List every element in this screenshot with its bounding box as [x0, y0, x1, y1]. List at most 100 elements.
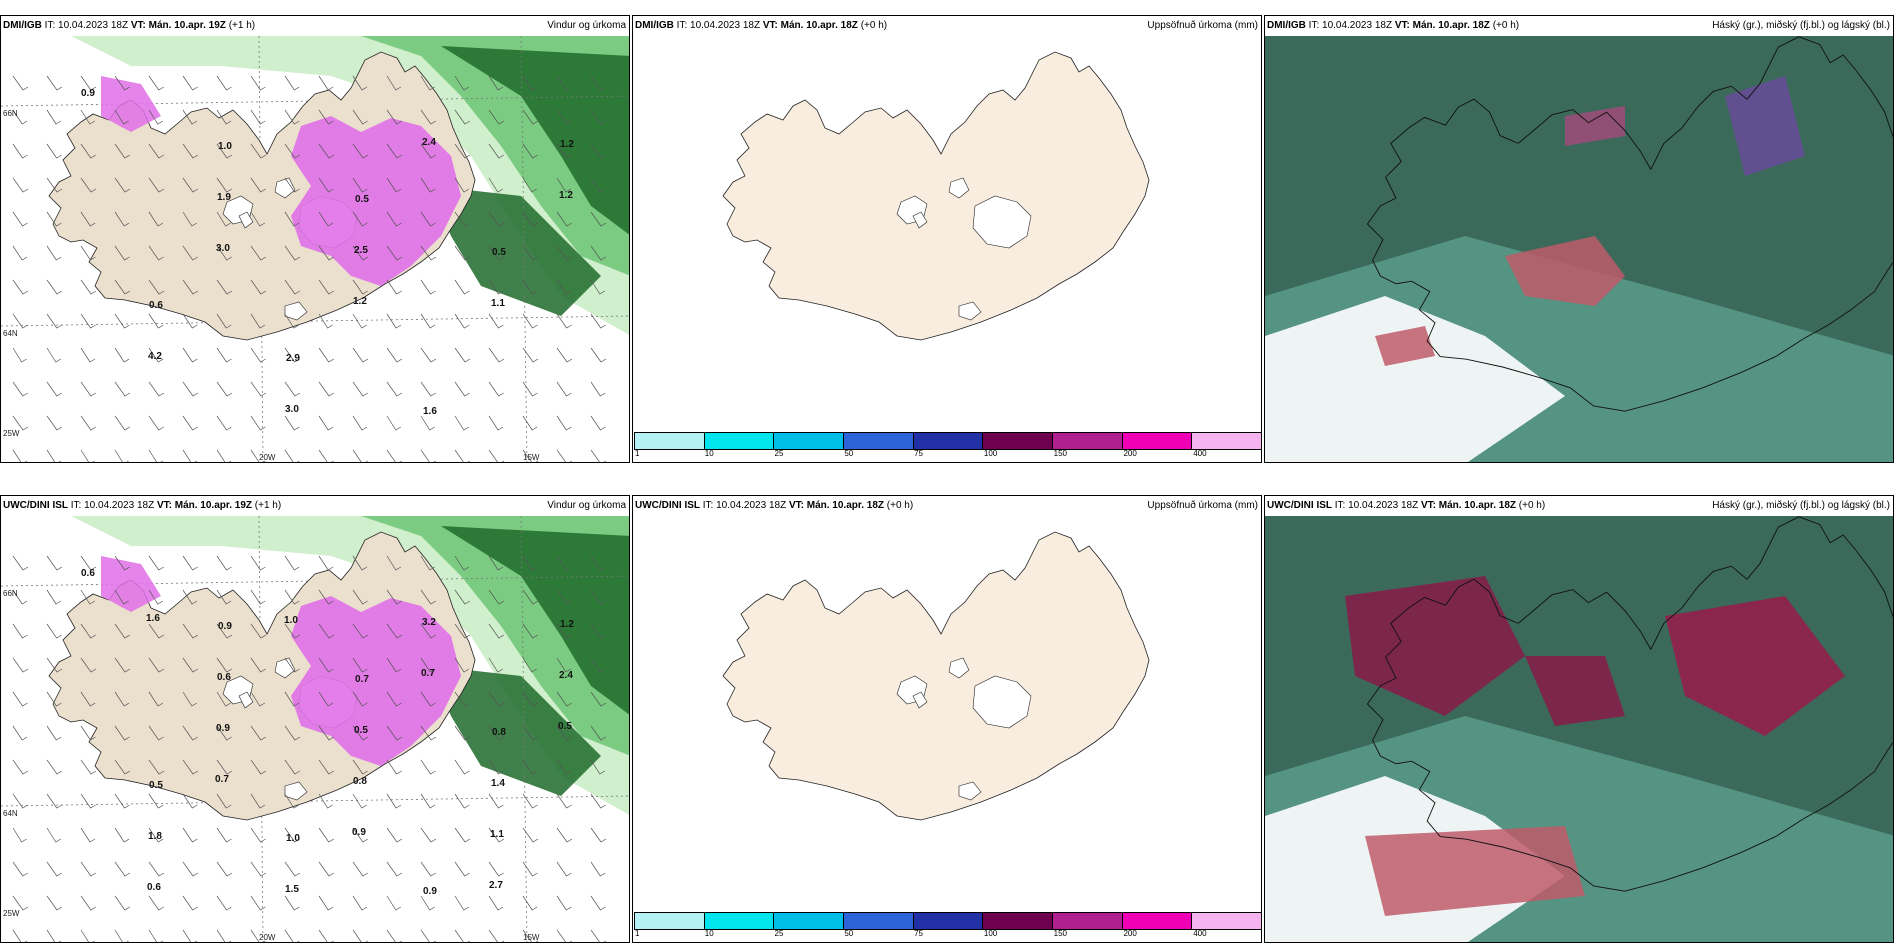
wind-barb — [250, 929, 266, 942]
wind-barb — [386, 827, 403, 843]
panel-title: Háský (gr.), miðský (fj.bl.) og lágský (… — [1712, 500, 1890, 511]
wind-barb — [420, 109, 436, 125]
wind-barb — [80, 279, 97, 295]
wind-barb — [556, 691, 573, 707]
wind-barb — [216, 449, 232, 462]
wind-barb — [522, 313, 538, 329]
wind-barb — [182, 279, 199, 295]
legend-swatch — [1122, 433, 1193, 449]
wind-barb — [114, 381, 131, 397]
wind-barb — [590, 929, 607, 942]
wind-barb — [590, 143, 606, 159]
wind-barb — [12, 623, 28, 639]
precip-value-label: 3.0 — [216, 243, 230, 254]
wind-barb — [420, 381, 436, 397]
wind-barb — [80, 415, 97, 431]
wind-barb — [522, 725, 539, 741]
precip-value-label: 1.5 — [285, 884, 299, 895]
wind-barb — [46, 725, 62, 741]
wind-barb — [284, 691, 300, 707]
wind-barb — [46, 279, 63, 295]
wind-barb — [148, 347, 164, 363]
precip-band — [441, 526, 629, 715]
longitude-label: 15W — [523, 933, 540, 942]
wind-barb — [386, 75, 402, 91]
wind-barb — [114, 589, 129, 605]
wind-barb — [386, 691, 402, 707]
wind-barb — [420, 415, 435, 431]
legend-tick-label: 150 — [1053, 449, 1068, 458]
wind-barb — [182, 143, 199, 159]
wind-barb — [318, 759, 334, 775]
wind-barb — [556, 861, 572, 877]
wind-barb — [352, 861, 369, 877]
wind-barb — [216, 589, 232, 605]
legend-swatch — [635, 913, 705, 929]
wind-barb — [488, 827, 505, 843]
wind-barb — [318, 725, 335, 741]
wind-barb — [352, 793, 368, 809]
legend-swatch — [704, 433, 775, 449]
wind-barb — [182, 177, 199, 193]
wind-barb — [250, 75, 266, 91]
legend-tick-label: 75 — [914, 929, 924, 938]
wind-barb — [590, 555, 606, 571]
cloud-cover-area — [1365, 826, 1585, 916]
longitude-label: 20W — [259, 453, 276, 462]
wind-barb — [488, 109, 505, 125]
wind-barb — [148, 895, 164, 911]
precip-value-label: 2.9 — [286, 353, 300, 364]
precip-value-label: 1.2 — [560, 139, 574, 150]
wind-barb — [454, 245, 471, 261]
wind-barb — [352, 109, 368, 125]
init-time: IT: 10.04.2023 18Z — [1308, 20, 1393, 31]
wind-barb — [182, 759, 199, 775]
wind-barb — [556, 143, 572, 159]
wind-barb — [318, 691, 334, 707]
wind-barb — [80, 449, 96, 462]
model-source: DMI/IGB — [635, 20, 674, 31]
glacier-area — [948, 657, 970, 679]
wind-barb — [352, 449, 368, 462]
valid-label: VT: — [156, 500, 172, 511]
wind-barb — [46, 793, 62, 809]
wind-barb — [556, 623, 572, 639]
wind-barb — [318, 589, 334, 605]
precip-value-label: 1.4 — [491, 778, 505, 789]
wind-barb — [420, 895, 435, 911]
wind-barb — [114, 279, 131, 295]
wind-barb — [522, 177, 537, 193]
wind-barb — [46, 691, 62, 707]
wind-barb — [352, 347, 369, 363]
wind-barb — [318, 929, 334, 942]
legend-tick-label: 25 — [774, 449, 784, 458]
legend-swatch — [774, 913, 845, 929]
wind-barb — [318, 623, 335, 639]
wind-barb — [148, 75, 164, 91]
cloud-cover-area — [1505, 236, 1625, 306]
panel-header: UWC/DINI ISL IT: 10.04.2023 18Z VT: Mán.… — [1, 496, 629, 516]
wind-barb — [522, 861, 538, 877]
wind-barb — [46, 861, 63, 877]
wind-barb — [250, 313, 266, 329]
wind-barb — [46, 415, 63, 431]
longitude-label: 20W — [259, 933, 276, 942]
legend-swatch — [844, 433, 914, 449]
precip-value-label: 1.0 — [284, 615, 298, 626]
latitude-label: 25W — [3, 429, 20, 438]
wind-barb — [556, 415, 572, 431]
wind-barb — [12, 657, 29, 673]
wind-barb — [114, 623, 130, 639]
wind-barb — [182, 109, 198, 125]
valid-time: Mán. 10.apr. 19Z — [174, 500, 253, 511]
wind-barb — [386, 313, 402, 329]
panel-accum-uwc: UWC/DINI ISL IT: 10.04.2023 18Z VT: Mán.… — [632, 495, 1262, 943]
map-frame — [722, 531, 1150, 821]
precip-color-legend: 1 10 25 50 75 100 150 200 400 — [633, 912, 1261, 938]
precip-heavy-area — [291, 596, 461, 766]
wind-barb — [148, 555, 164, 571]
wind-barb — [250, 827, 266, 843]
wind-barb — [420, 827, 437, 843]
wind-barb — [386, 381, 403, 397]
wind-barb — [182, 861, 199, 877]
